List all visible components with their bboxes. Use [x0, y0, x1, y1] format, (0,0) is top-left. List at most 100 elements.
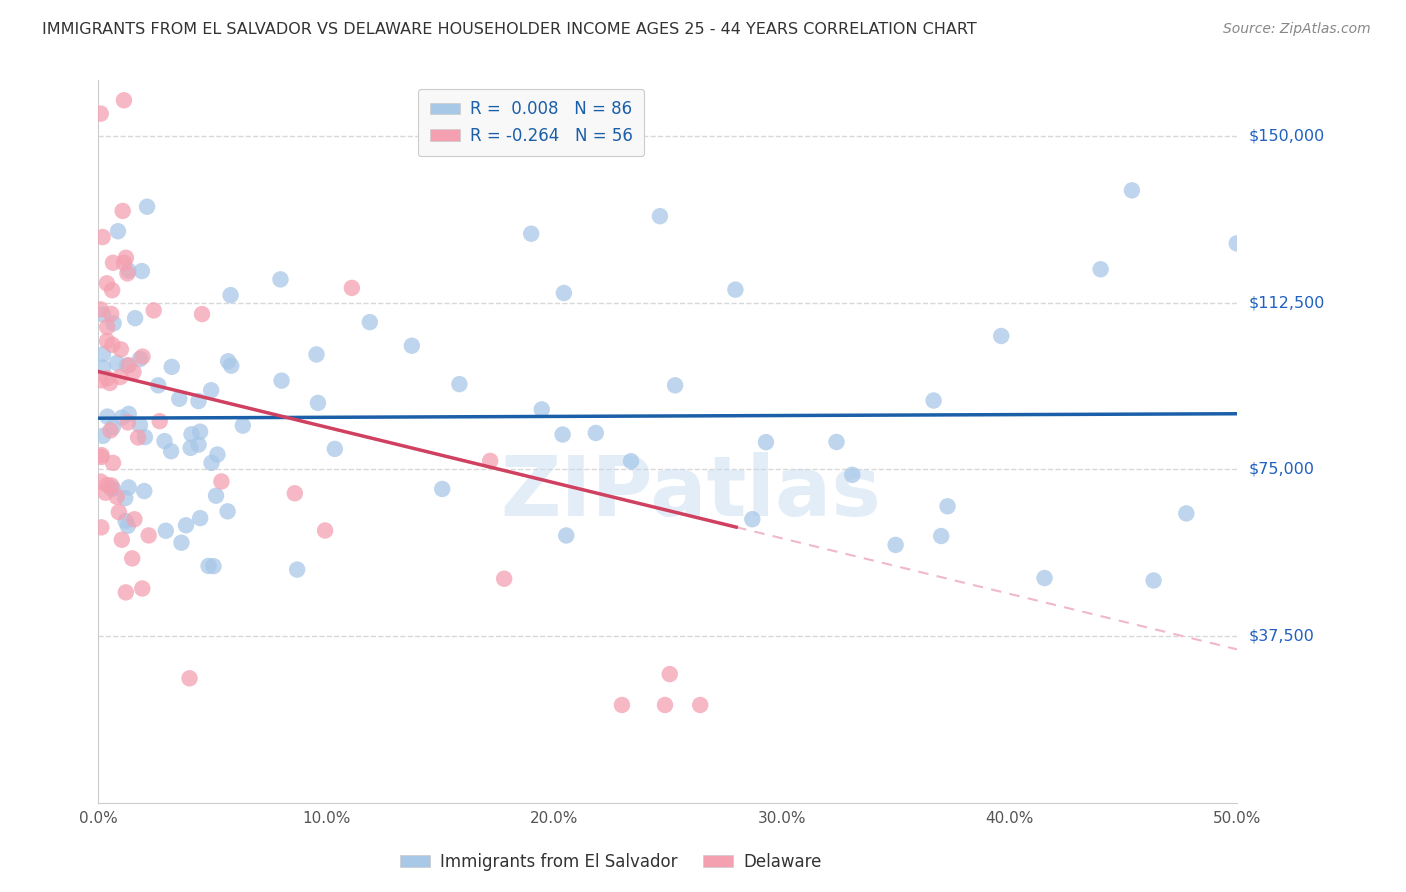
Point	[520, 227, 543, 241]
Point	[188, 511, 211, 525]
Point	[131, 264, 153, 278]
Point	[91, 347, 114, 361]
Point	[96, 478, 118, 492]
Point	[929, 529, 952, 543]
Point	[922, 393, 945, 408]
Point	[112, 93, 135, 107]
Point	[664, 378, 686, 392]
Point	[197, 558, 219, 573]
Point	[118, 480, 141, 494]
Point	[610, 698, 633, 712]
Point	[90, 448, 112, 462]
Point	[689, 698, 711, 712]
Point	[90, 302, 112, 317]
Point	[884, 538, 907, 552]
Point	[114, 514, 136, 528]
Point	[101, 456, 124, 470]
Point	[110, 370, 132, 384]
Point	[122, 365, 145, 379]
Point	[101, 283, 124, 297]
Point	[118, 407, 141, 421]
Point	[111, 410, 134, 425]
Point	[219, 359, 242, 373]
Point	[551, 427, 574, 442]
Point	[91, 307, 114, 321]
Point	[112, 256, 135, 270]
Point	[111, 533, 134, 547]
Point	[219, 288, 242, 302]
Point	[131, 582, 153, 596]
Point	[100, 424, 122, 438]
Point	[115, 359, 138, 373]
Point	[107, 224, 129, 238]
Point	[755, 435, 778, 450]
Point	[187, 394, 209, 409]
Point	[654, 698, 676, 712]
Point	[841, 467, 863, 482]
Point	[105, 356, 128, 370]
Point	[117, 519, 139, 533]
Point	[134, 430, 156, 444]
Point	[217, 354, 239, 368]
Point	[131, 350, 153, 364]
Point	[530, 402, 553, 417]
Point	[90, 374, 112, 388]
Point	[553, 285, 575, 300]
Point	[101, 338, 124, 352]
Point	[340, 281, 363, 295]
Point	[188, 425, 211, 439]
Text: ZIPatlas: ZIPatlas	[501, 451, 882, 533]
Point	[117, 263, 139, 277]
Point	[479, 454, 502, 468]
Point	[138, 528, 160, 542]
Point	[149, 414, 172, 428]
Point	[96, 371, 118, 385]
Point	[98, 376, 121, 390]
Point	[202, 559, 225, 574]
Text: $75,000: $75,000	[1249, 462, 1315, 477]
Point	[100, 307, 122, 321]
Point	[96, 334, 118, 348]
Point	[155, 524, 177, 538]
Point	[170, 535, 193, 549]
Point	[285, 563, 308, 577]
Point	[1090, 262, 1112, 277]
Point	[129, 418, 152, 433]
Point	[314, 524, 336, 538]
Point	[127, 430, 149, 444]
Point	[1033, 571, 1056, 585]
Point	[90, 520, 112, 534]
Point	[148, 378, 170, 392]
Point	[101, 256, 124, 270]
Point	[269, 272, 291, 286]
Point	[142, 303, 165, 318]
Text: Source: ZipAtlas.com: Source: ZipAtlas.com	[1223, 22, 1371, 37]
Point	[741, 512, 763, 526]
Point	[207, 448, 229, 462]
Point	[117, 416, 139, 430]
Point	[100, 482, 122, 496]
Point	[160, 444, 183, 458]
Point	[305, 347, 328, 361]
Text: $150,000: $150,000	[1249, 128, 1324, 144]
Point	[179, 671, 201, 685]
Point	[648, 209, 671, 223]
Point	[232, 418, 254, 433]
Point	[91, 230, 114, 244]
Point	[205, 489, 228, 503]
Point	[121, 551, 143, 566]
Point	[124, 512, 146, 526]
Point	[108, 505, 131, 519]
Legend: Immigrants from El Salvador, Delaware: Immigrants from El Salvador, Delaware	[394, 847, 828, 878]
Point	[91, 429, 114, 443]
Point	[585, 425, 607, 440]
Point	[936, 500, 959, 514]
Point	[101, 420, 124, 434]
Point	[401, 339, 423, 353]
Point	[555, 528, 578, 542]
Point	[174, 518, 197, 533]
Point	[307, 396, 329, 410]
Point	[187, 437, 209, 451]
Point	[825, 434, 848, 449]
Point	[114, 585, 136, 599]
